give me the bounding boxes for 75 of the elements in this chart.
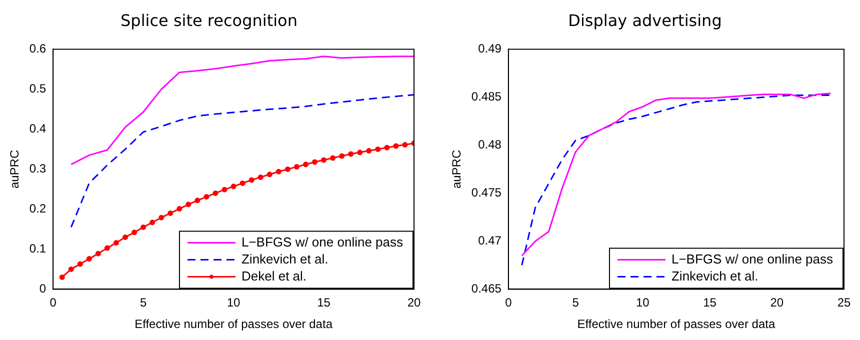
point — [212, 190, 218, 196]
point — [266, 172, 272, 178]
point — [402, 142, 408, 148]
legend-label: Dekel et al. — [241, 268, 307, 284]
point — [194, 198, 200, 204]
y-tick-label: 0.485 — [471, 90, 502, 104]
point — [113, 240, 119, 246]
point — [348, 151, 354, 157]
x-tick-label: 20 — [407, 296, 421, 310]
point — [294, 164, 300, 170]
y-tick-label: 0.48 — [478, 138, 502, 152]
point — [86, 256, 92, 262]
x-tick-label: 5 — [140, 296, 147, 310]
legend-label: L−BFGS w/ one online pass — [241, 234, 404, 250]
chart-title: Splice site recognition — [120, 10, 298, 30]
y-tick-label: 0.3 — [29, 162, 46, 176]
point — [375, 146, 381, 152]
y-tick-label: 0.6 — [29, 42, 46, 56]
point — [186, 202, 192, 208]
point — [357, 150, 363, 156]
point — [248, 177, 254, 183]
point — [176, 206, 182, 212]
x-tick-label: 0 — [50, 296, 57, 310]
x-tick-label: 10 — [636, 296, 650, 310]
point — [384, 144, 390, 150]
y-tick-label: 0.465 — [471, 282, 502, 296]
point — [104, 245, 110, 251]
y-tick-label: 0 — [39, 282, 46, 296]
x-axis-title: Effective number of passes over data — [577, 317, 776, 332]
point — [204, 194, 210, 200]
y-tick-label: 0.2 — [29, 202, 46, 216]
y-axis-title: auPRC — [450, 150, 464, 189]
point — [230, 184, 236, 190]
point — [132, 230, 138, 236]
point — [366, 148, 372, 154]
point — [59, 274, 65, 280]
y-tick-label: 0.49 — [478, 42, 502, 56]
point — [339, 153, 345, 159]
point — [312, 159, 318, 165]
y-tick-label: 0.47 — [478, 234, 502, 248]
point — [122, 234, 128, 240]
y-axis-title: auPRC — [8, 150, 22, 189]
legend-label: L−BFGS w/ one online pass — [671, 251, 834, 266]
point — [284, 166, 290, 172]
y-tick-label: 0.1 — [29, 242, 46, 256]
point — [258, 174, 264, 180]
point — [68, 266, 74, 272]
point — [302, 162, 308, 168]
point — [330, 155, 336, 161]
x-tick-label: 0 — [505, 296, 512, 310]
chart-title: Display advertising — [568, 10, 722, 30]
legend-label: Zinkevich et al. — [241, 251, 328, 266]
point — [222, 186, 228, 192]
point — [77, 261, 83, 267]
y-tick-label: 0.4 — [29, 122, 46, 136]
point — [168, 210, 174, 216]
y-tick-label: 0.475 — [471, 186, 502, 200]
x-tick-label: 15 — [317, 296, 331, 310]
point — [150, 220, 156, 226]
point — [240, 180, 246, 186]
x-tick-label: 15 — [703, 296, 717, 310]
x-tick-label: 20 — [770, 296, 784, 310]
point — [158, 214, 164, 220]
point — [95, 250, 101, 256]
x-tick-label: 5 — [572, 296, 580, 310]
line-series — [70, 94, 414, 228]
x-tick-label: 25 — [837, 296, 851, 310]
x-tick-label: 10 — [226, 296, 241, 310]
point — [393, 143, 399, 149]
legend-label: Zinkevich et al. — [671, 268, 758, 284]
point — [276, 168, 282, 174]
x-axis-title: Effective number of passes over data — [134, 317, 333, 332]
point — [140, 224, 146, 230]
point — [321, 157, 327, 163]
y-tick-label: 0.5 — [29, 82, 46, 96]
